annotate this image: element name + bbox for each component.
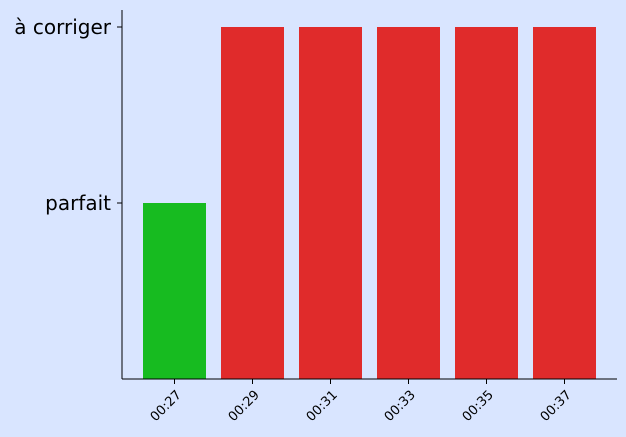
bars-group: [143, 27, 596, 379]
bar-00-33: [377, 27, 440, 379]
bar-00-27: [143, 203, 206, 379]
bar-00-31: [299, 27, 362, 379]
y-ticks-group: parfait à corriger: [14, 15, 122, 215]
x-tick-label: 00:29: [226, 388, 263, 425]
x-tick-label: 00:33: [382, 388, 419, 425]
y-tick-label: à corriger: [14, 15, 111, 39]
bar-00-35: [455, 27, 518, 379]
x-tick-label: 00:35: [460, 388, 497, 425]
x-tick-label: 00:31: [304, 388, 341, 425]
x-tick-label: 00:27: [148, 388, 185, 425]
x-ticks-group: 00:27 00:29 00:31 00:33 00:35 00:37: [148, 379, 575, 425]
bar-00-37: [533, 27, 596, 379]
y-tick-label: parfait: [45, 191, 111, 215]
bar-00-29: [221, 27, 284, 379]
x-tick-label: 00:37: [538, 388, 575, 425]
